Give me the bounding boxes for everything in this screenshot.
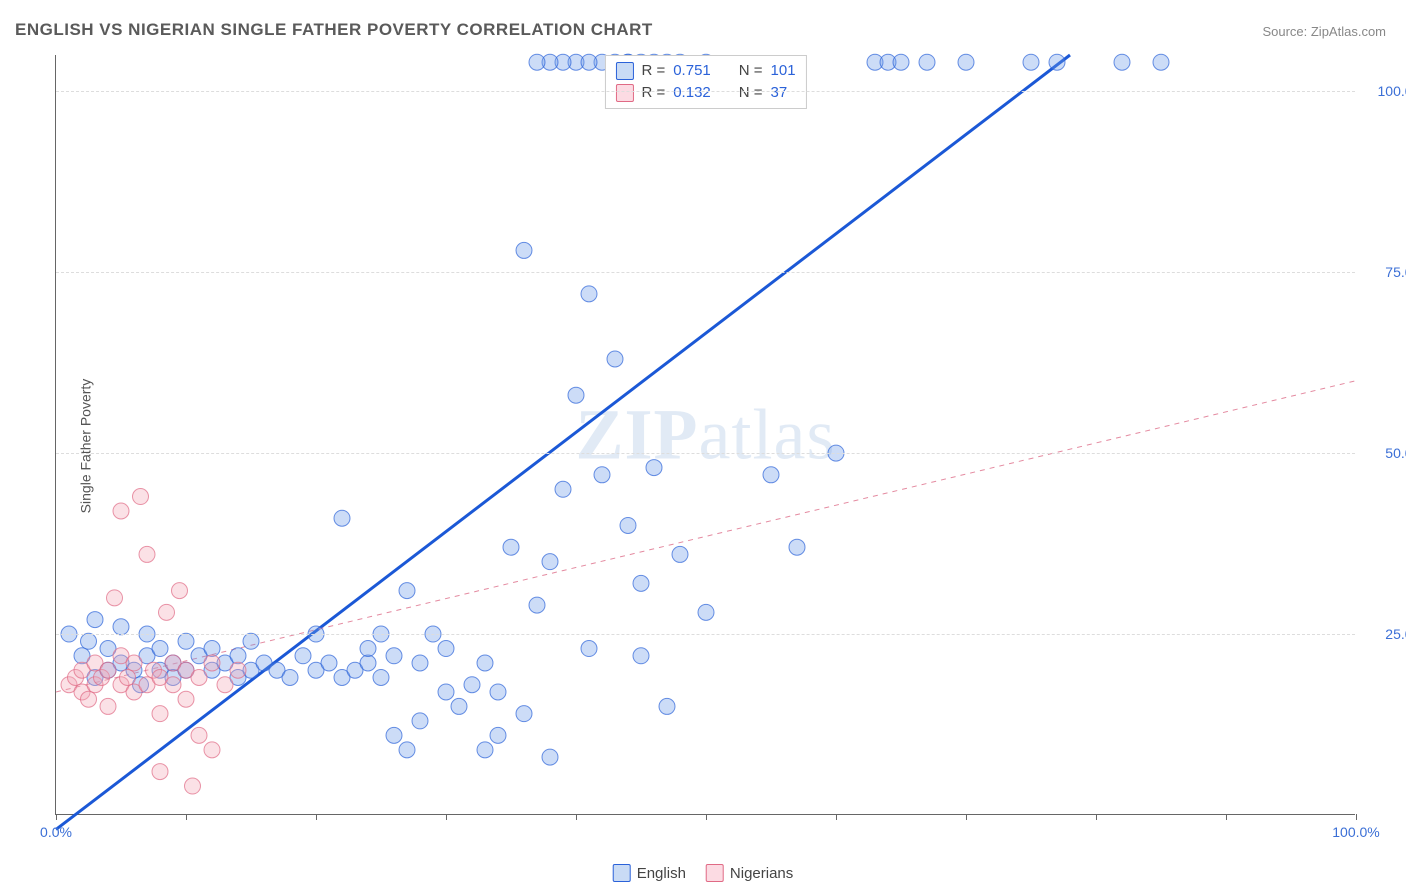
x-tick — [1226, 814, 1227, 820]
legend-item: English — [613, 864, 686, 882]
x-tick — [446, 814, 447, 820]
chart-svg — [56, 55, 1355, 814]
legend-item: Nigerians — [706, 864, 793, 882]
gridline — [56, 453, 1355, 454]
x-tick — [1096, 814, 1097, 820]
source-label: Source: ZipAtlas.com — [1262, 24, 1386, 39]
n-label: N = — [739, 82, 763, 104]
x-tick — [1356, 814, 1357, 820]
n-value: 101 — [771, 60, 796, 82]
gridline — [56, 91, 1355, 92]
legend-swatch — [706, 864, 724, 882]
x-tick — [706, 814, 707, 820]
y-tick-label: 75.0% — [1365, 264, 1406, 280]
x-tick-label: 100.0% — [1332, 824, 1379, 840]
legend-swatch — [615, 62, 633, 80]
x-tick — [966, 814, 967, 820]
r-value: 0.132 — [673, 82, 711, 104]
chart-title: ENGLISH VS NIGERIAN SINGLE FATHER POVERT… — [15, 20, 653, 40]
legend-series: English Nigerians — [613, 864, 794, 882]
r-label: R = — [641, 60, 665, 82]
r-value: 0.751 — [673, 60, 711, 82]
n-label: N = — [739, 60, 763, 82]
x-tick — [186, 814, 187, 820]
legend-label: English — [637, 865, 686, 882]
x-tick — [56, 814, 57, 820]
x-tick — [836, 814, 837, 820]
legend-swatch — [613, 864, 631, 882]
y-tick-label: 50.0% — [1365, 445, 1406, 461]
x-tick — [576, 814, 577, 820]
y-tick-label: 100.0% — [1365, 83, 1406, 99]
legend-label: Nigerians — [730, 865, 793, 882]
legend-stats: R = 0.751 N = 101 R = 0.132 N = 37 — [604, 55, 806, 109]
gridline — [56, 634, 1355, 635]
n-value: 37 — [771, 82, 788, 104]
gridline — [56, 272, 1355, 273]
x-tick — [316, 814, 317, 820]
legend-swatch — [615, 84, 633, 102]
legend-stat-row: R = 0.751 N = 101 — [615, 60, 795, 82]
r-label: R = — [641, 82, 665, 104]
plot-area: ZIPatlas R =0.751N =101R =0.132N =37 25.… — [55, 55, 1355, 815]
y-tick-label: 25.0% — [1365, 626, 1406, 642]
legend-stat-row: R = 0.132 N = 37 — [615, 82, 795, 104]
x-tick-label: 0.0% — [40, 824, 72, 840]
